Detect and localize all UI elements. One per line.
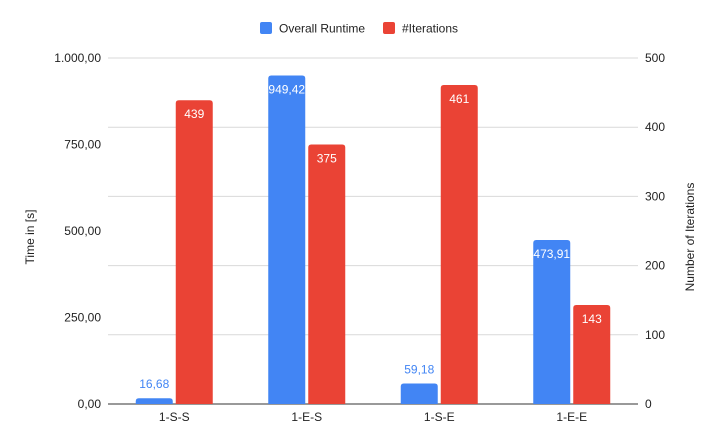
- data-label: 473,91: [533, 247, 570, 261]
- x-tick-label: 1-S-E: [424, 410, 455, 424]
- data-label: 59,18: [404, 363, 434, 377]
- bar[interactable]: [135, 398, 173, 404]
- data-label: 439: [184, 107, 204, 121]
- y-axis-right: 0 100 200 300 400 500: [645, 51, 665, 411]
- y-tick-label-right: 500: [645, 51, 665, 65]
- y-tick-label-right: 400: [645, 120, 665, 134]
- y-tick-label-right: 100: [645, 328, 665, 342]
- y-tick-label-left: 0,00: [78, 397, 102, 411]
- x-tick-label: 1-E-E: [556, 410, 587, 424]
- y-tick-label-left: 1.000,00: [54, 51, 101, 65]
- bars: [135, 75, 611, 405]
- data-labels: 16,68 439 949,42 375 59,18 461 473,91 143: [139, 83, 602, 392]
- y-tick-label-right: 0: [645, 397, 652, 411]
- data-label: 949,42: [268, 83, 305, 97]
- y-axis-title-left: Time in [s]: [23, 210, 37, 265]
- y-axis-left: 0,00 250,00 500,00 750,00 1.000,00: [54, 51, 101, 411]
- data-label: 375: [317, 152, 337, 166]
- y-tick-label-right: 200: [645, 259, 665, 273]
- legend: Overall Runtime #Iterations: [260, 22, 458, 36]
- y-tick-label-left: 750,00: [64, 138, 101, 152]
- bar[interactable]: [268, 75, 306, 405]
- legend-swatch-iterations[interactable]: [383, 22, 395, 34]
- y-axis-title-right: Number of Iterations: [683, 183, 697, 292]
- x-axis: 1-S-S 1-E-S 1-S-E 1-E-E: [159, 410, 587, 424]
- data-label: 461: [449, 92, 469, 106]
- bar[interactable]: [440, 84, 478, 404]
- data-label: 16,68: [139, 377, 169, 391]
- x-tick-label: 1-E-S: [291, 410, 322, 424]
- bar[interactable]: [573, 305, 611, 404]
- bar[interactable]: [308, 144, 346, 405]
- bar[interactable]: [175, 100, 213, 404]
- legend-swatch-overall-runtime[interactable]: [260, 22, 272, 34]
- bar[interactable]: [533, 240, 571, 404]
- data-label: 143: [582, 312, 602, 326]
- x-tick-label: 1-S-S: [159, 410, 190, 424]
- legend-label-iterations[interactable]: #Iterations: [402, 22, 458, 36]
- legend-label-overall-runtime[interactable]: Overall Runtime: [279, 22, 365, 36]
- y-tick-label-left: 500,00: [64, 224, 101, 238]
- bar[interactable]: [400, 383, 438, 404]
- y-tick-label-left: 250,00: [64, 311, 101, 325]
- y-tick-label-right: 300: [645, 189, 665, 203]
